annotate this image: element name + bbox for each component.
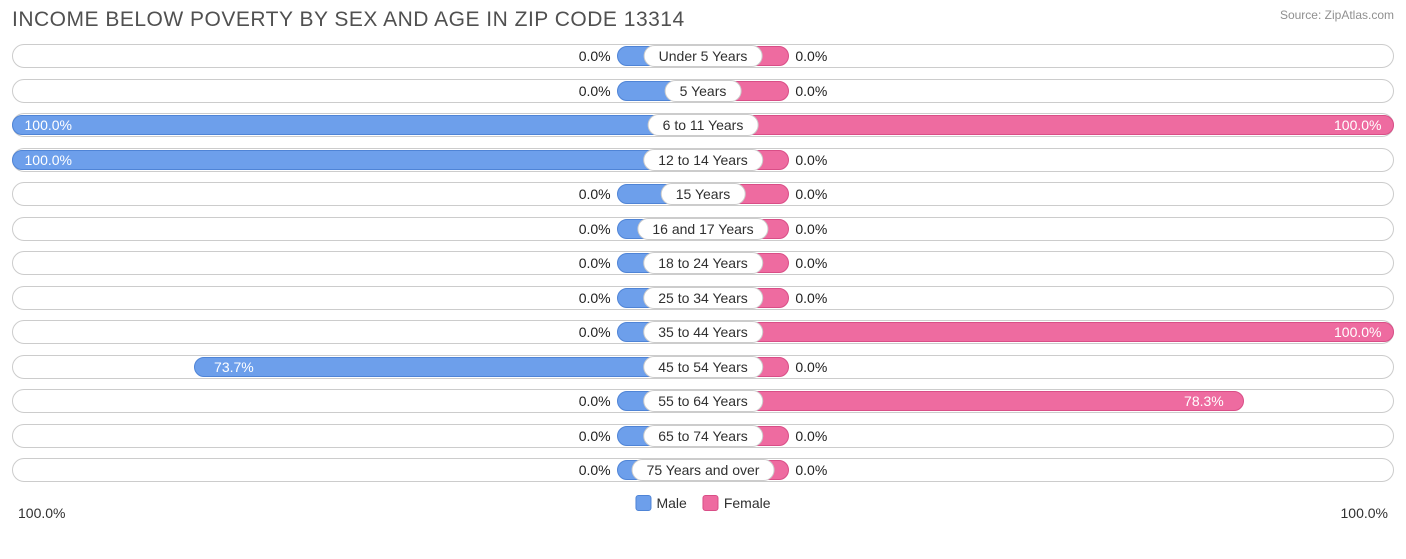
legend-label-female: Female (724, 495, 771, 511)
category-label: 15 Years (661, 183, 746, 205)
male-bar (194, 357, 703, 377)
female-bar (703, 391, 1244, 411)
category-label: 12 to 14 Years (643, 149, 763, 171)
male-half: 0.0% (12, 217, 703, 241)
female-value: 100.0% (1334, 324, 1381, 340)
category-label: Under 5 Years (644, 45, 763, 67)
female-bar (703, 115, 1394, 135)
male-value: 0.0% (579, 83, 611, 99)
category-label: 35 to 44 Years (643, 321, 763, 343)
chart-row: 73.7% 0.0% 45 to 54 Years (12, 353, 1394, 381)
female-value: 78.3% (1184, 393, 1224, 409)
female-value: 100.0% (1334, 117, 1381, 133)
legend: Male Female (635, 495, 770, 511)
female-value: 0.0% (795, 221, 827, 237)
chart-row: 0.0% 0.0% 65 to 74 Years (12, 422, 1394, 450)
male-half: 73.7% (12, 355, 703, 379)
category-label: 16 and 17 Years (637, 218, 768, 240)
chart-row: 100.0% 100.0% 6 to 11 Years (12, 111, 1394, 139)
chart-row: 0.0% 0.0% 18 to 24 Years (12, 249, 1394, 277)
legend-item-female: Female (703, 495, 771, 511)
chart-row: 0.0% 0.0% 16 and 17 Years (12, 215, 1394, 243)
chart-row: 0.0% 0.0% Under 5 Years (12, 42, 1394, 70)
female-value: 0.0% (795, 48, 827, 64)
female-value: 0.0% (795, 255, 827, 271)
category-label: 6 to 11 Years (648, 114, 759, 136)
female-half: 0.0% (703, 148, 1394, 172)
female-half: 0.0% (703, 251, 1394, 275)
male-half: 0.0% (12, 458, 703, 482)
male-half: 0.0% (12, 182, 703, 206)
male-value: 100.0% (25, 117, 72, 133)
male-value: 0.0% (579, 393, 611, 409)
male-value: 0.0% (579, 324, 611, 340)
female-half: 100.0% (703, 113, 1394, 137)
male-bar (12, 150, 703, 170)
male-value: 0.0% (579, 186, 611, 202)
male-value: 0.0% (579, 255, 611, 271)
female-value: 0.0% (795, 462, 827, 478)
category-label: 18 to 24 Years (643, 252, 763, 274)
chart-row: 0.0% 0.0% 15 Years (12, 180, 1394, 208)
male-bar (12, 115, 703, 135)
axis-label-left: 100.0% (18, 505, 65, 521)
male-value: 0.0% (579, 48, 611, 64)
category-label: 45 to 54 Years (643, 356, 763, 378)
female-half: 0.0% (703, 182, 1394, 206)
category-label: 75 Years and over (632, 459, 775, 481)
female-value: 0.0% (795, 83, 827, 99)
female-value: 0.0% (795, 152, 827, 168)
chart-row: 0.0% 0.0% 5 Years (12, 77, 1394, 105)
diverging-bar-chart: 0.0% 0.0% Under 5 Years 0.0% 0.0% 5 Years 100.… (12, 42, 1394, 484)
female-half: 100.0% (703, 320, 1394, 344)
male-half: 0.0% (12, 251, 703, 275)
female-half: 78.3% (703, 389, 1394, 413)
chart-row: 0.0% 0.0% 25 to 34 Years (12, 284, 1394, 312)
male-half: 0.0% (12, 44, 703, 68)
category-label: 25 to 34 Years (643, 287, 763, 309)
male-half: 100.0% (12, 148, 703, 172)
chart-source: Source: ZipAtlas.com (1280, 8, 1394, 22)
female-half: 0.0% (703, 355, 1394, 379)
chart-row: 0.0% 0.0% 75 Years and over (12, 456, 1394, 484)
female-value: 0.0% (795, 186, 827, 202)
male-value: 0.0% (579, 428, 611, 444)
male-half: 100.0% (12, 113, 703, 137)
legend-label-male: Male (656, 495, 686, 511)
chart-row: 0.0% 100.0% 35 to 44 Years (12, 318, 1394, 346)
female-half: 0.0% (703, 79, 1394, 103)
category-label: 55 to 64 Years (643, 390, 763, 412)
male-half: 0.0% (12, 424, 703, 448)
male-value: 0.0% (579, 462, 611, 478)
female-half: 0.0% (703, 424, 1394, 448)
legend-swatch-female (703, 495, 719, 511)
male-value: 0.0% (579, 290, 611, 306)
male-value: 0.0% (579, 221, 611, 237)
category-label: 5 Years (665, 80, 742, 102)
male-half: 0.0% (12, 320, 703, 344)
male-value: 73.7% (214, 359, 254, 375)
male-half: 0.0% (12, 389, 703, 413)
female-value: 0.0% (795, 428, 827, 444)
chart-row: 100.0% 0.0% 12 to 14 Years (12, 146, 1394, 174)
male-half: 0.0% (12, 286, 703, 310)
chart-row: 0.0% 78.3% 55 to 64 Years (12, 387, 1394, 415)
female-half: 0.0% (703, 286, 1394, 310)
female-value: 0.0% (795, 359, 827, 375)
female-bar (703, 322, 1394, 342)
male-value: 100.0% (25, 152, 72, 168)
male-half: 0.0% (12, 79, 703, 103)
legend-item-male: Male (635, 495, 686, 511)
female-half: 0.0% (703, 458, 1394, 482)
female-half: 0.0% (703, 217, 1394, 241)
header: INCOME BELOW POVERTY BY SEX AND AGE IN Z… (12, 8, 1394, 32)
axis-label-right: 100.0% (1341, 505, 1388, 521)
category-label: 65 to 74 Years (643, 425, 763, 447)
legend-swatch-male (635, 495, 651, 511)
chart-footer: 100.0% 100.0% Male Female (12, 491, 1394, 527)
female-half: 0.0% (703, 44, 1394, 68)
female-value: 0.0% (795, 290, 827, 306)
chart-title: INCOME BELOW POVERTY BY SEX AND AGE IN Z… (12, 8, 685, 32)
